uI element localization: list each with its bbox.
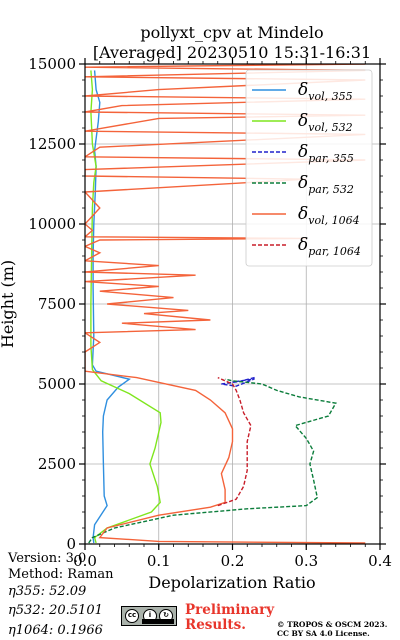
- method-text: Method: Raman: [8, 567, 114, 582]
- y-tick-label: 5000: [38, 375, 76, 393]
- x-tick-label: 0.1: [147, 552, 171, 570]
- eta532-text: η532: 20.5101: [8, 603, 103, 618]
- copyright-text: © TROPOS & OSCM 2023.: [277, 620, 388, 629]
- legend-sub-vol532: vol, 532: [308, 121, 352, 134]
- license-text: CC BY SA 4.0 License.: [277, 629, 370, 638]
- legend-sub-vol355: vol, 355: [308, 90, 352, 103]
- series-line-par355: [221, 376, 255, 387]
- y-axis-label: Height (m): [0, 260, 17, 348]
- legend-sub-par532: par, 532: [308, 183, 354, 196]
- chart-title: pollyxt_cpv at Mindelo: [140, 23, 323, 42]
- series-line-vol355: [91, 70, 131, 544]
- plot-frame: [84, 63, 381, 545]
- x-tick-label: 0.2: [221, 552, 245, 570]
- series-line-vol532: [90, 70, 162, 544]
- legend-box: [245, 69, 373, 267]
- series-line-par1064: [217, 376, 252, 507]
- preliminary-label: Preliminary: [185, 602, 275, 618]
- legend-sub-par1064: par, 1064: [308, 245, 361, 258]
- y-tick-label: 7500: [38, 295, 76, 313]
- version-text: Version: 3.0: [8, 551, 87, 566]
- x-tick-label: 0.0: [73, 552, 97, 570]
- y-tick-label: 10000: [28, 215, 76, 233]
- x-tick-label: 0.3: [294, 552, 318, 570]
- legend-sub-vol1064: vol, 1064: [308, 214, 359, 227]
- eta355-text: η355: 52.09: [8, 584, 87, 599]
- cc-by-sa-icon: cc i ↻: [121, 606, 177, 626]
- x-axis-label: Depolarization Ratio: [148, 573, 315, 592]
- results-label: Results.: [185, 617, 246, 633]
- y-tick-label: 12500: [28, 135, 76, 153]
- series-line-par532: [88, 378, 337, 544]
- axes: 0.0 0.1 0.2 0.3 0.4 0 2500 5000 7500 10000 12500 15…: [28, 55, 392, 570]
- y-tick-label: 2500: [38, 455, 76, 473]
- legend-sub-par355: par, 355: [308, 152, 354, 165]
- y-tick-label: 0: [66, 535, 76, 553]
- eta1064-text: η1064: 0.1966: [8, 623, 103, 638]
- x-tick-label: 0.4: [368, 552, 392, 570]
- y-tick-label: 15000: [28, 55, 76, 73]
- chart-subtitle: [Averaged] 20230510 15:31-16:31: [93, 43, 371, 62]
